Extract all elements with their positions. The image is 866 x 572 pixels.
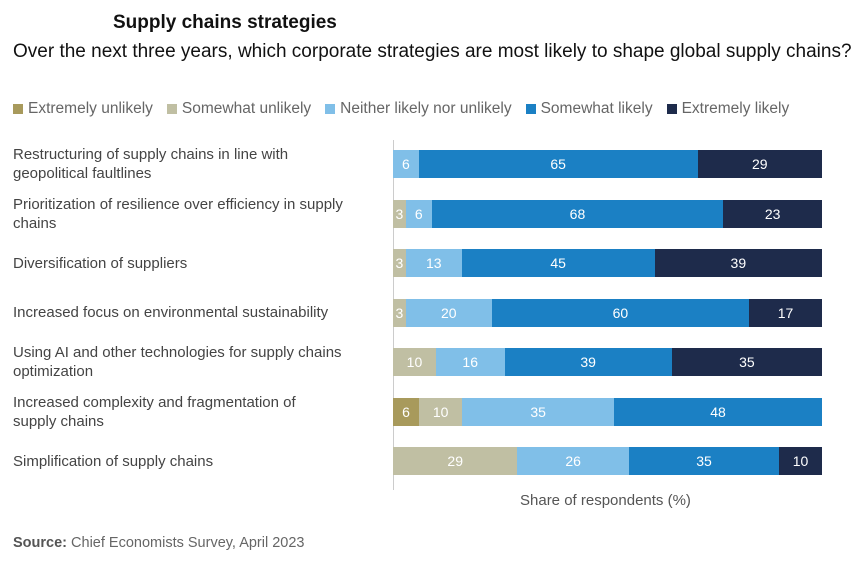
legend-swatch [666,104,677,114]
data-label: 10 [406,354,423,370]
legend-label: Extremely likely [681,100,790,117]
data-label: 13 [425,255,442,271]
bar-segment: 6 [405,199,432,228]
data-label: 20 [440,304,457,321]
bar-segment: 26 [517,447,629,475]
bar-segment: 3 [393,199,406,228]
data-label: 16 [462,354,478,370]
category-label: Restructuring of supply chains in line w… [13,146,289,182]
data-label: 6 [402,403,410,420]
legend-label: Extremely unlikely [28,100,153,117]
data-label: 48 [710,403,726,420]
bar-row: 6 10 35 48 [393,397,822,426]
bar-segment: 60 [491,298,750,327]
data-label: 10 [792,453,809,469]
bar-segment: 3 [393,249,406,277]
legend-item: Somewhat unlikely [166,100,312,118]
bar-segment: 35 [462,397,614,426]
bar-segment: 3 [393,298,406,327]
data-label: 39 [730,255,747,271]
bar-segment: 16 [435,348,505,376]
bar-segment: 45 [461,249,655,277]
chart-subtitle: Over the next three years, which corpora… [13,41,852,62]
legend: Extremely unlikely Somewhat unlikely Neith… [13,100,803,118]
legend-swatch [13,104,23,114]
source-note: Source: Chief Economists Survey, April 2… [13,535,304,551]
data-label: 10 [432,403,449,420]
bar-segment: 39 [654,249,822,277]
category-label: Increased focus on environmental sustain… [13,304,329,321]
category-label: Prioritization of resilience over effici… [13,195,343,232]
category-label: Simplification of supply chains [13,452,214,470]
data-label: 65 [550,156,566,172]
data-label: 45 [550,255,566,271]
bar-row: 3 13 45 39 [393,249,822,277]
legend-swatch [325,104,336,114]
bar-row: 3 6 68 23 [393,199,822,228]
category-label: Diversification of suppliers [13,254,188,272]
bar-segment: 35 [628,447,780,475]
legend-swatch [166,104,177,114]
data-label: 23 [764,205,781,222]
bar-segment: 48 [613,397,822,426]
bar-row: 6 65 29 [393,150,822,178]
legend-label: Somewhat unlikely [181,100,312,117]
bar-segment: 65 [418,150,698,178]
data-label: 35 [530,403,546,420]
data-label: 6 [401,156,410,172]
category-label: Increased complexity and fragmentation o… [13,393,296,430]
bar-row: 10 16 39 35 [393,348,822,376]
data-label: 17 [777,304,794,321]
data-label: 39 [580,354,596,370]
legend-label: Somewhat likely [540,100,653,117]
bar-segment: 39 [504,348,672,376]
data-label: 26 [565,453,581,469]
category-label: Using AI and other technologies for supp… [13,344,342,380]
bar-segment: 10 [393,348,436,376]
data-label: 35 [696,453,712,469]
legend-swatch [525,104,536,114]
bar-row: 3 20 60 17 [393,298,822,327]
data-label: 3 [395,304,404,321]
bar-segment: 10 [779,447,822,475]
x-axis-label: Share of respondents (%) [520,492,691,509]
data-label: 3 [395,205,404,222]
legend-item: Somewhat likely [525,100,653,118]
data-label: 29 [447,453,463,469]
bar-segment: 29 [697,150,822,178]
bar-segment: 68 [431,199,724,228]
bar-segment: 35 [671,348,822,376]
bar-segment: 10 [419,397,463,426]
legend-item: Extremely unlikely [13,100,153,118]
chart-title: Supply chains strategies [113,12,337,33]
bar-segment: 13 [405,249,462,277]
legend-item: Extremely likely [666,100,790,118]
bar-segment: 6 [393,150,419,178]
legend-label: Neither likely nor unlikely [340,100,512,117]
legend-item: Neither likely nor unlikely [325,100,512,118]
bar-segment: 17 [749,298,822,327]
bar-row: 29 26 35 10 [393,447,822,475]
source-label: Source: [13,535,67,551]
data-label: 68 [569,205,586,222]
data-label: 3 [395,255,404,271]
source-text: Chief Economists Survey, April 2023 [67,535,305,551]
bar-segment: 6 [393,397,419,426]
bar-segment: 29 [393,447,518,475]
data-label: 35 [739,354,755,370]
bar-segment: 20 [405,298,492,327]
data-label: 6 [414,205,423,222]
data-label: 60 [612,304,629,321]
data-label: 29 [751,156,768,172]
bar-segment: 23 [723,199,822,228]
